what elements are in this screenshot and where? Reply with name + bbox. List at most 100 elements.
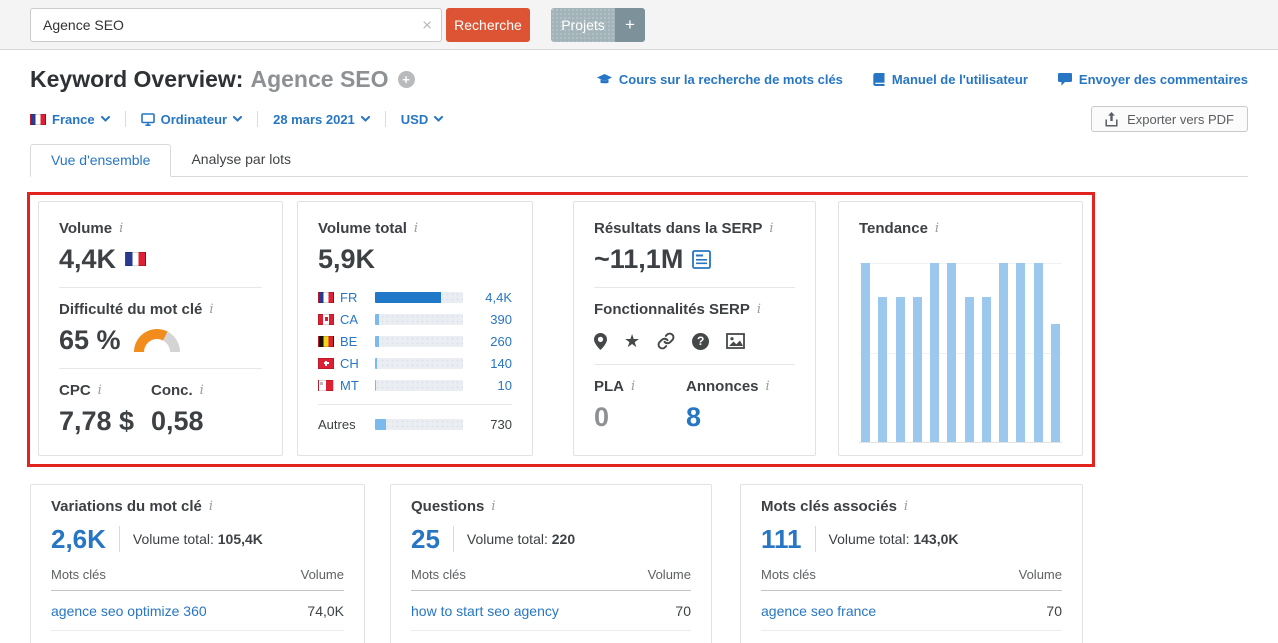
search-box: × <box>30 7 442 42</box>
currency-filter[interactable]: USD <box>401 112 444 127</box>
chevron-down-icon <box>100 116 110 122</box>
tab-bulk-analysis[interactable]: Analyse par lots <box>191 151 292 167</box>
trend-bar <box>861 263 870 442</box>
clear-search-icon[interactable]: × <box>422 15 432 34</box>
info-icon[interactable]: i <box>413 221 419 236</box>
volume-title-label: Volume <box>59 220 113 237</box>
link-label: Manuel de l'utilisateur <box>891 72 1028 87</box>
keyword-tables-row: Variations du mot clé i 2,6K Volume tota… <box>30 484 1248 643</box>
other-countries-row: Autres 730 <box>318 413 512 435</box>
serp-report-icon[interactable] <box>692 249 712 269</box>
add-keyword-icon[interactable]: + <box>397 71 415 88</box>
total-value: 105,4K <box>217 531 263 547</box>
france-flag-icon <box>318 291 334 303</box>
serp-features-row: ★ ? <box>594 331 795 351</box>
keyword-link[interactable]: agence seo optimize 360 <box>51 602 207 619</box>
info-icon[interactable]: i <box>631 379 636 394</box>
ads-title-label: Annonces <box>686 378 759 395</box>
keyword-volume: 70 <box>675 602 691 619</box>
volume-bar-fill <box>375 379 377 391</box>
country-row-fr: FR 4,4K <box>318 286 512 308</box>
add-project-button[interactable]: + <box>615 7 645 42</box>
column-volume: Volume <box>647 567 691 582</box>
header: Keyword Overview: Agence SEO + Cours sur… <box>30 66 1248 93</box>
column-volume: Volume <box>300 567 344 582</box>
related-keywords-count: 111 <box>761 523 802 554</box>
country-row-left: CA <box>318 312 368 327</box>
column-keywords: Mots clés <box>51 567 106 582</box>
country-code: CA <box>340 311 359 327</box>
volume-bar-track <box>375 418 463 430</box>
keyword-link[interactable]: agence seo france <box>761 602 877 619</box>
date-filter-label: 28 mars 2021 <box>273 111 355 127</box>
projects-button[interactable]: Projets <box>551 7 615 42</box>
table-header: Mots clés Volume <box>411 567 691 591</box>
difficulty-title: Difficulté du mot clé i <box>59 301 262 318</box>
volume-card: Volume i 4,4K Difficulté du mot clé i 65… <box>38 201 283 456</box>
question-icon: ? <box>692 332 710 350</box>
country-filter[interactable]: France <box>30 112 110 127</box>
volume-value: 4,4K <box>59 244 262 274</box>
info-icon[interactable]: i <box>765 379 770 394</box>
search-button[interactable]: Recherche <box>446 7 530 42</box>
variations-title: Variations du mot clé i <box>51 499 344 515</box>
difficulty-title-label: Difficulté du mot clé <box>59 301 203 318</box>
book-icon <box>873 73 885 86</box>
table-row: what is an seo agency 70 <box>411 631 691 643</box>
country-row-left: BE <box>318 334 368 349</box>
competition-value: 0,58 <box>151 406 204 436</box>
export-icon <box>1105 111 1118 127</box>
other-countries-volume: 730 <box>490 416 512 432</box>
trend-bars <box>861 263 1060 442</box>
cpc-value: 7,78 $ <box>59 406 151 436</box>
country-row-left: CH <box>318 356 368 371</box>
info-icon[interactable]: i <box>97 383 102 398</box>
search-input[interactable] <box>30 7 442 42</box>
page-title: Keyword Overview: Agence SEO + <box>30 66 415 93</box>
info-icon[interactable]: i <box>769 221 774 236</box>
difficulty-value: 65 % <box>59 325 262 355</box>
export-pdf-button[interactable]: Exporter vers PDF <box>1091 106 1248 132</box>
info-icon[interactable]: i <box>934 221 940 236</box>
questions-title-label: Questions <box>411 498 485 515</box>
info-icon[interactable]: i <box>209 302 214 317</box>
link-send-feedback[interactable]: Envoyer des commentaires <box>1057 72 1248 87</box>
chevron-down-icon <box>233 116 243 122</box>
volume-bar-track <box>375 379 463 391</box>
column-keywords: Mots clés <box>761 567 816 582</box>
device-filter[interactable]: Ordinateur <box>140 111 243 127</box>
info-icon[interactable]: i <box>199 383 204 398</box>
info-icon[interactable]: i <box>119 221 124 236</box>
volume-bar-fill <box>375 357 378 369</box>
table-header: Mots clés Volume <box>761 567 1062 591</box>
trend-bar <box>1033 263 1043 442</box>
total-label: Volume total: <box>466 531 548 547</box>
volume-total-value: 5,9K <box>318 244 512 274</box>
difficulty-number: 65 % <box>59 325 121 355</box>
link-keyword-research-course[interactable]: Cours sur la recherche de mots clés <box>596 72 843 87</box>
info-icon[interactable]: i <box>903 499 909 514</box>
table-row: agence seo 4,4K <box>51 631 344 643</box>
info-icon[interactable]: i <box>208 499 214 514</box>
keyword-variations-card: Variations du mot clé i 2,6K Volume tota… <box>30 484 365 643</box>
variations-total: Volume total: 105,4K <box>133 531 263 547</box>
total-value: 143,0K <box>913 531 959 547</box>
volume-bar-fill <box>375 418 386 430</box>
date-filter[interactable]: 28 mars 2021 <box>273 112 370 127</box>
cpc-competition-row: CPC i 7,78 $ Conc. i 0,58 <box>59 382 262 436</box>
related-keywords-title: Mots clés associés i <box>761 499 1062 515</box>
difficulty-gauge <box>133 328 180 352</box>
info-icon[interactable]: i <box>756 302 762 317</box>
divider <box>318 404 512 405</box>
info-icon[interactable]: i <box>491 499 496 514</box>
country-volume: 140 <box>490 355 512 371</box>
chevron-down-icon <box>434 116 444 122</box>
country-volume: 10 <box>497 377 512 393</box>
canada-flag-icon <box>318 313 334 325</box>
keyword-link[interactable]: how to start seo agency <box>411 602 559 619</box>
device-filter-label: Ordinateur <box>160 111 228 127</box>
tab-overview[interactable]: Vue d'ensemble <box>30 144 172 177</box>
column-keywords: Mots clés <box>411 567 466 582</box>
link-user-manual[interactable]: Manuel de l'utilisateur <box>873 72 1028 87</box>
